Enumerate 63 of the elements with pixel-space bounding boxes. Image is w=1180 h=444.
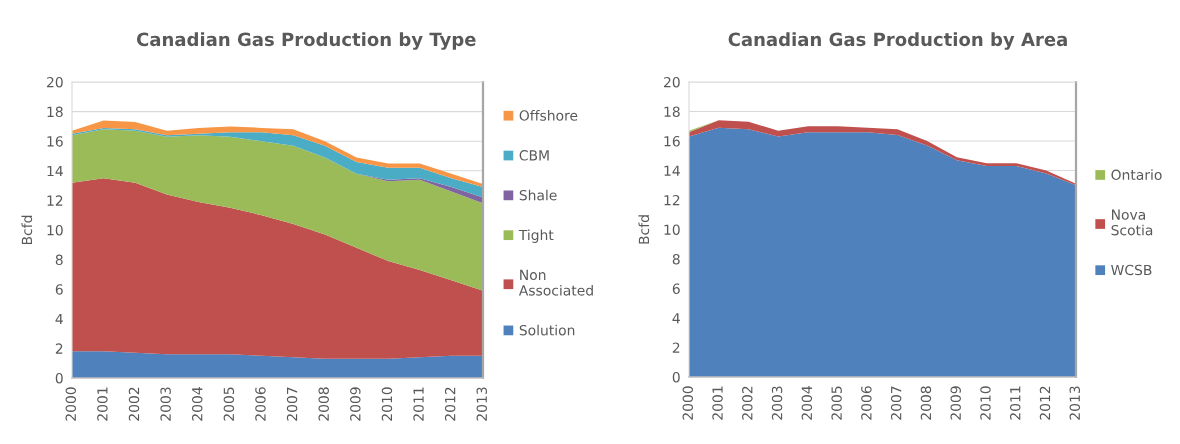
chart-title: Canadian Gas Production by Area <box>728 32 1067 50</box>
y-tick-label: 18 <box>47 106 63 118</box>
x-tick-label: 2010 <box>980 386 991 420</box>
legend-label: Ontario <box>1111 169 1162 181</box>
x-tick-label: 2004 <box>191 387 203 421</box>
x-tick-label: 2002 <box>128 387 140 421</box>
legend-label: CBM <box>519 150 549 161</box>
y-tick-label: 20 <box>47 76 63 88</box>
x-tick-label: 2008 <box>318 387 329 421</box>
y-tick-label: 10 <box>47 224 63 236</box>
y-tick-label: 16 <box>47 136 63 147</box>
y-tick-label: 0 <box>55 372 63 384</box>
legend-label: Tight <box>518 229 554 243</box>
x-tick-label: 2004 <box>801 386 813 420</box>
x-tick-label: 2000 <box>65 387 77 421</box>
x-tick-label: 2002 <box>742 386 753 420</box>
y-tick-label: 0 <box>672 371 680 383</box>
x-tick-label: 2003 <box>771 386 783 420</box>
y-tick-label: 6 <box>55 284 63 295</box>
y-tick-label: 12 <box>664 194 680 206</box>
legend-label: WCSB <box>1111 264 1152 276</box>
legend-label: Solution <box>519 324 575 336</box>
legend-label: Non Associated <box>518 269 593 296</box>
y-tick-label: 14 <box>47 165 63 177</box>
y-tick-label: 12 <box>47 195 63 206</box>
y-tick-label: 2 <box>672 342 680 353</box>
x-tick-label: 2003 <box>160 387 171 421</box>
x-tick-label: 2010 <box>381 387 393 421</box>
y-tick-label: 4 <box>55 313 63 325</box>
y-tick-label: 10 <box>664 224 680 235</box>
x-tick-label: 2001 <box>712 386 723 420</box>
y-tick-label: 16 <box>664 135 680 147</box>
legend-label: Nova Scotia <box>1111 209 1153 236</box>
legend-label: Offshore <box>519 110 578 121</box>
x-tick-label: 2006 <box>255 387 266 421</box>
y-tick-label: 18 <box>664 106 680 117</box>
y-axis-title: Bcfd <box>638 215 650 244</box>
x-tick-label: 2001 <box>97 387 108 421</box>
y-tick-label: 8 <box>672 253 680 265</box>
x-tick-label: 2005 <box>831 386 842 420</box>
y-tick-label: 2 <box>55 343 63 354</box>
y-tick-label: 14 <box>664 165 680 176</box>
x-tick-label: 2013 <box>476 387 488 421</box>
x-tick-label: 2006 <box>861 386 872 420</box>
x-tick-label: 2005 <box>223 387 235 421</box>
x-tick-label: 2012 <box>1039 386 1051 420</box>
x-tick-label: 2013 <box>1069 386 1081 420</box>
y-tick-label: 4 <box>672 313 680 324</box>
x-tick-label: 2011 <box>413 387 424 421</box>
x-tick-label: 2007 <box>890 386 902 420</box>
y-tick-label: 6 <box>672 283 680 294</box>
y-tick-label: 20 <box>664 76 680 88</box>
chart-title: Canadian Gas Production by Type <box>136 32 476 50</box>
x-tick-label: 2000 <box>682 386 694 420</box>
x-tick-label: 2009 <box>350 387 361 421</box>
x-tick-label: 2011 <box>1009 386 1021 420</box>
legend-label: Shale <box>519 189 557 201</box>
x-tick-label: 2008 <box>920 386 932 420</box>
x-tick-label: 2007 <box>286 387 298 421</box>
x-tick-label: 2009 <box>950 386 961 420</box>
x-tick-label: 2012 <box>444 387 456 421</box>
y-axis-title: Bcfd <box>21 215 33 245</box>
y-tick-label: 8 <box>55 254 63 266</box>
